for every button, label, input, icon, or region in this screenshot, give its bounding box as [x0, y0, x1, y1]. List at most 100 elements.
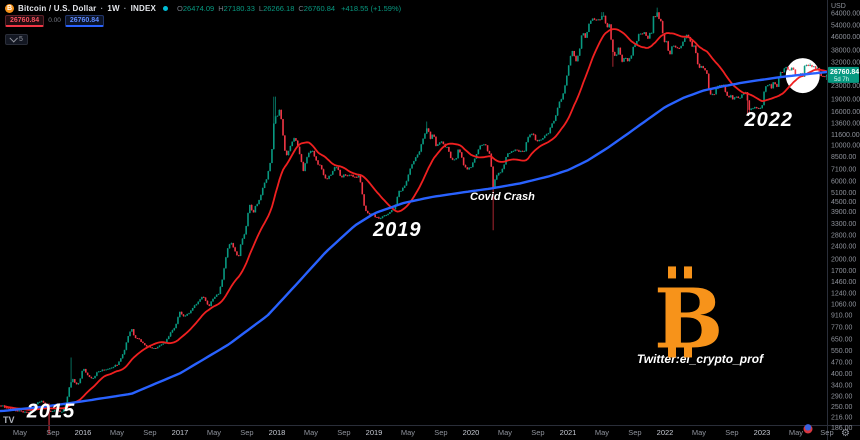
candlestick-series[interactable] [0, 7, 827, 414]
time-tick-month: May [789, 428, 803, 437]
price-axis-title: USD [831, 3, 846, 10]
price-tick-label: 550.00 [831, 348, 853, 355]
price-tick-label: 11600.00 [831, 132, 860, 139]
ma-fast-line[interactable] [4, 28, 827, 411]
time-tick-year: 2016 [75, 428, 92, 437]
exchange-label: INDEX [130, 3, 157, 13]
price-tick-label: 470.00 [831, 359, 853, 366]
time-tick-year: 2018 [269, 428, 286, 437]
price-tick-label: 54000.00 [831, 23, 860, 30]
price-tick-label: 23000.00 [831, 83, 860, 90]
svg-text:⚙: ⚙ [841, 428, 850, 439]
bitcoin-icon: B [5, 3, 14, 13]
time-tick-year: 2020 [463, 428, 480, 437]
sell-button[interactable]: 26760.84 [5, 14, 45, 27]
high-value: 27180.33 [223, 3, 255, 13]
price-tick-label: 1700.00 [831, 268, 856, 275]
price-tick-label: 64000.00 [831, 11, 860, 18]
separator2: · [123, 3, 127, 13]
price-tick-label: 1060.00 [831, 302, 856, 309]
price-tick-label: 340.00 [831, 382, 853, 389]
last-price-value: 26760.84 [830, 69, 859, 76]
price-tick-label: 770.00 [831, 324, 853, 331]
price-tick-label: 19000.00 [831, 97, 860, 104]
price-tick-label: 186.00 [831, 425, 853, 432]
price-tick-label: 3900.00 [831, 209, 856, 216]
time-tick-year: 2019 [366, 428, 383, 437]
year-annotation[interactable]: 2015 [26, 400, 76, 422]
tradingview-logo[interactable]: TV [3, 415, 15, 425]
time-tick-month: Sep [240, 428, 253, 437]
hidden-indicator-count: 5 [19, 35, 23, 43]
time-tick-month: Sep [820, 428, 833, 437]
time-tick-month: May [304, 428, 318, 437]
price-tick-label: 2400.00 [831, 244, 856, 251]
time-tick-month: Sep [531, 428, 544, 437]
symbol-legend: B Bitcoin / U.S. Dollar · 1W · INDEX O26… [5, 3, 401, 47]
price-tick-label: 38000.00 [831, 48, 860, 55]
ohlc-values: O26474.09 H27180.33 L26266.18 C26760.84 … [177, 3, 402, 13]
price-tick-label: 1460.00 [831, 279, 856, 286]
price-tick-label: 650.00 [831, 336, 853, 343]
legend-collapse-button[interactable]: 5 [5, 33, 28, 45]
price-tick-label: 2800.00 [831, 233, 856, 240]
time-tick-year: 2017 [172, 428, 189, 437]
price-tick-label: 16000.00 [831, 109, 860, 116]
price-tick-label: 10000.00 [831, 142, 860, 149]
time-tick-month: May [13, 428, 27, 437]
close-value: 26760.84 [303, 3, 336, 13]
market-status-icon[interactable] [163, 5, 169, 11]
symbol-row[interactable]: B Bitcoin / U.S. Dollar · 1W · INDEX O26… [5, 3, 401, 13]
low-value: 26266.18 [263, 3, 295, 13]
change-value: +418.55 (+1.59%) [341, 3, 402, 13]
symbol-title[interactable]: Bitcoin / U.S. Dollar [18, 3, 97, 13]
price-tick-label: 7100.00 [831, 167, 856, 174]
time-tick-month: Sep [337, 428, 350, 437]
price-tick-label: 8500.00 [831, 154, 856, 161]
ma-slow-line[interactable] [0, 70, 828, 413]
time-tick-month: Sep [143, 428, 156, 437]
price-tick-label: 400.00 [831, 371, 853, 378]
price-tick-label: 4500.00 [831, 199, 856, 206]
plot-area[interactable] [0, 7, 828, 414]
time-axis[interactable]: May Sep 2016 May Sep 2017 May Sep 2018 May Sep 2019… [13, 428, 834, 437]
price-tick-label: 2000.00 [831, 257, 856, 264]
time-tick-month: May [595, 428, 609, 437]
trade-buttons-row: 26760.84 0.00 26760.84 [5, 14, 401, 27]
time-tick-month: Sep [434, 428, 447, 437]
price-tick-label: 32000.00 [831, 60, 860, 67]
buy-button[interactable]: 26760.84 [64, 14, 105, 27]
time-tick-year: 2023 [754, 428, 771, 437]
price-tick-label: 46000.00 [831, 34, 860, 41]
chevron-down-icon [9, 34, 18, 43]
price-tick-label: 13600.00 [831, 120, 860, 127]
price-tick-label: 3300.00 [831, 221, 856, 228]
year-annotation[interactable]: 2019 [372, 219, 422, 241]
covid-crash-annotation[interactable]: Covid Crash [470, 191, 535, 203]
open-value: 26474.09 [182, 3, 215, 13]
separator: · [100, 3, 104, 13]
price-tick-label: 216.00 [831, 415, 853, 422]
price-tick-label: 1240.00 [831, 291, 856, 298]
bitcoin-logo-icon: B [654, 266, 723, 367]
year-annotation[interactable]: 2022 [744, 109, 794, 131]
price-tick-label: 290.00 [831, 394, 853, 401]
time-tick-month: Sep [725, 428, 738, 437]
price-tick-label: 910.00 [831, 312, 853, 319]
price-tick-label: 5100.00 [831, 190, 856, 197]
spread-value: 0.00 [48, 17, 61, 24]
time-tick-year: 2021 [560, 428, 577, 437]
time-tick-month: Sep [628, 428, 641, 437]
time-tick-month: May [110, 428, 124, 437]
svg-text:TV: TV [3, 415, 15, 425]
time-tick-month: May [207, 428, 221, 437]
account-avatar-icon[interactable] [803, 424, 813, 434]
settings-gear-icon[interactable]: ⚙ [841, 428, 850, 439]
time-tick-month: Sep [46, 428, 59, 437]
interval-label[interactable]: 1W [107, 3, 120, 13]
